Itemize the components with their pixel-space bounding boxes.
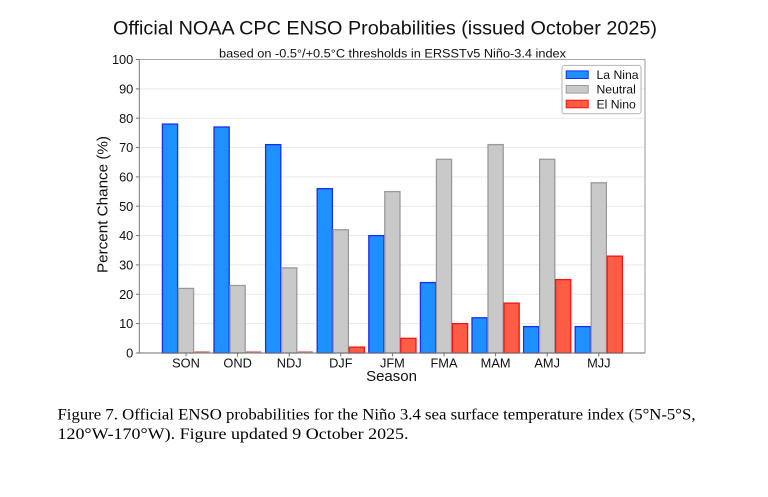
svg-text:AMJ: AMJ: [534, 356, 560, 371]
svg-text:NDJ: NDJ: [277, 356, 302, 371]
svg-text:120°W-170°W). Figure updated 9: 120°W-170°W). Figure updated 9 October 2…: [58, 426, 409, 443]
svg-text:SON: SON: [172, 356, 200, 371]
svg-text:90: 90: [119, 82, 133, 97]
svg-text:Percent Chance (%): Percent Chance (%): [96, 136, 112, 273]
svg-text:JFM: JFM: [380, 356, 405, 371]
svg-text:40: 40: [119, 228, 133, 243]
svg-text:El Nino: El Nino: [597, 97, 637, 111]
svg-text:80: 80: [119, 111, 133, 126]
svg-text:50: 50: [119, 199, 133, 214]
svg-text:Neutral: Neutral: [597, 83, 636, 97]
svg-text:DJF: DJF: [329, 356, 353, 371]
svg-text:Official NOAA CPC ENSO Probabi: Official NOAA CPC ENSO Probabilities (is…: [113, 17, 657, 39]
svg-text:Figure 7. Official ENSO probab: Figure 7. Official ENSO probabilities fo…: [58, 407, 696, 424]
svg-text:30: 30: [119, 258, 133, 273]
svg-text:70: 70: [119, 140, 133, 155]
svg-text:FMA: FMA: [430, 356, 457, 371]
svg-text:Season: Season: [366, 368, 417, 385]
svg-text:0: 0: [126, 346, 133, 361]
svg-text:100: 100: [112, 52, 133, 67]
svg-text:MAM: MAM: [481, 356, 511, 371]
svg-text:based on -0.5°/+0.5°C threshol: based on -0.5°/+0.5°C thresholds in ERSS…: [219, 47, 566, 61]
svg-text:La Nina: La Nina: [597, 68, 639, 82]
svg-text:10: 10: [119, 316, 133, 331]
svg-text:60: 60: [119, 170, 133, 185]
svg-text:20: 20: [119, 287, 133, 302]
svg-text:OND: OND: [223, 356, 251, 371]
svg-text:MJJ: MJJ: [587, 356, 610, 371]
